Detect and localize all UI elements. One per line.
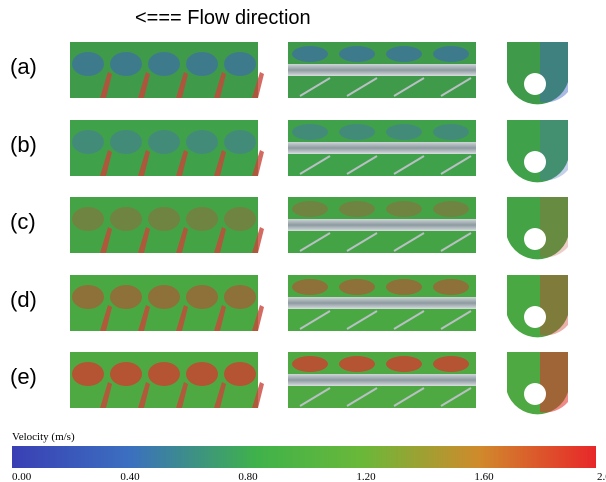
row-label: (a) [10, 54, 37, 79]
colorbar-tick-label: 0.80 [238, 471, 258, 482]
flow-patch [186, 207, 218, 231]
flow-patch [386, 124, 422, 140]
flow-patch [292, 279, 328, 295]
flow-patch [148, 207, 180, 231]
flow-patch [110, 130, 142, 154]
colorbar-label: Velocity (m/s) [12, 431, 75, 443]
colorbar-tick-label: 0.40 [120, 471, 140, 482]
hole [524, 73, 546, 95]
flow-patch [433, 356, 469, 372]
row-label: (c) [10, 209, 36, 234]
hole [524, 306, 546, 328]
cross-patch [540, 197, 568, 257]
flow-patch [433, 201, 469, 217]
flow-patch [292, 124, 328, 140]
flow-patch [224, 207, 256, 231]
flow-patch [386, 356, 422, 372]
row-label: (e) [10, 364, 37, 389]
row-label: (b) [10, 132, 37, 157]
flow-patch [72, 285, 104, 309]
flow-patch [224, 285, 256, 309]
title: <=== Flow direction [135, 7, 311, 29]
flow-patch [386, 201, 422, 217]
flow-patch [433, 279, 469, 295]
flow-patch [186, 362, 218, 386]
flow-patch [72, 130, 104, 154]
flow-patch [72, 52, 104, 76]
hole [524, 151, 546, 173]
flow-patch [339, 124, 375, 140]
flow-patch [224, 130, 256, 154]
flow-patch [292, 46, 328, 62]
flow-patch [433, 46, 469, 62]
flow-patch [72, 362, 104, 386]
shaft [288, 142, 476, 154]
flow-patch [339, 279, 375, 295]
flow-patch [148, 362, 180, 386]
shaft [288, 297, 476, 309]
cross-patch [540, 42, 568, 102]
flow-patch [186, 285, 218, 309]
flow-patch [339, 356, 375, 372]
flow-patch [292, 356, 328, 372]
colorbar-tick-label: 1.60 [474, 471, 494, 482]
flow-patch [148, 130, 180, 154]
cross-patch [540, 275, 568, 335]
flow-patch [386, 279, 422, 295]
flow-patch [110, 52, 142, 76]
flow-patch [72, 207, 104, 231]
flow-patch [292, 201, 328, 217]
shaft [288, 219, 476, 231]
hole [524, 383, 546, 405]
flow-patch [224, 362, 256, 386]
colorbar-tick-label: 1.20 [356, 471, 376, 482]
flow-patch [339, 46, 375, 62]
flow-patch [148, 52, 180, 76]
cross-patch [540, 120, 568, 180]
row-label: (d) [10, 287, 37, 312]
flow-patch [386, 46, 422, 62]
shaft [288, 64, 476, 76]
flow-patch [110, 362, 142, 386]
flow-patch [110, 207, 142, 231]
flow-patch [224, 52, 256, 76]
colorbar-tick-label: 0.00 [12, 471, 32, 482]
flow-patch [110, 285, 142, 309]
flow-patch [148, 285, 180, 309]
figure: <=== Flow direction Velocity (m/s) (a) (b… [0, 0, 606, 482]
flow-patch [339, 201, 375, 217]
flow-patch [433, 124, 469, 140]
flow-patch [186, 130, 218, 154]
shaft [288, 374, 476, 386]
flow-patch [186, 52, 218, 76]
cross-patch [540, 352, 568, 412]
colorbar [12, 446, 596, 468]
hole [524, 228, 546, 250]
colorbar-tick-label: 2.00 [597, 471, 606, 482]
